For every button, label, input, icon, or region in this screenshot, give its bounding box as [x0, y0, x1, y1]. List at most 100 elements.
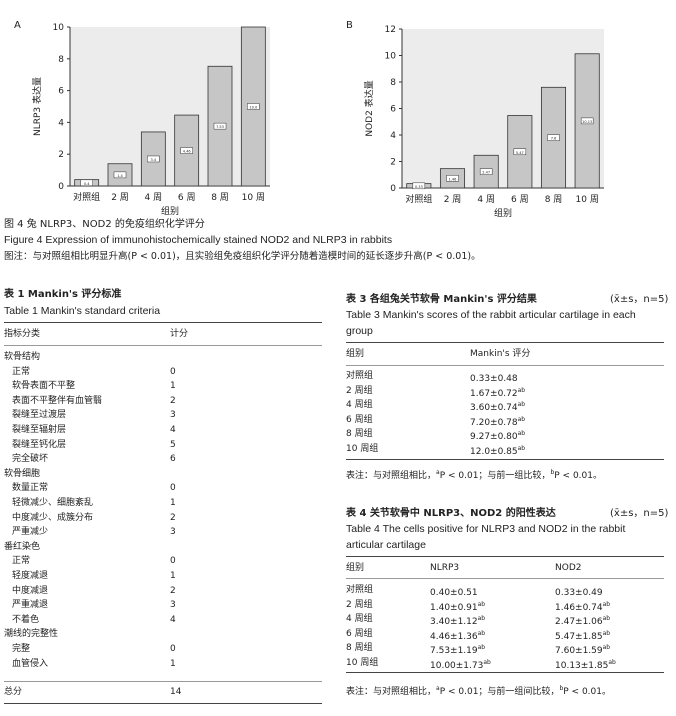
table1-criterion: 轻度减退 [12, 571, 49, 581]
table3-stat: (x̄±s，n=5) [610, 294, 669, 305]
table1-criterion: 软骨表面不平整 [12, 381, 76, 392]
chart-b-category-label-5: 10 周 [576, 194, 599, 205]
chart-a-category-label-2: 4 周 [145, 192, 163, 203]
panel-b-label: B [346, 20, 353, 31]
table1-header-category: 指标分类 [4, 329, 41, 339]
table1-score: 2 [170, 585, 176, 596]
table1-criterion: 不着色 [12, 614, 40, 625]
table1-criterion: 裂缝至辐射层 [12, 425, 67, 435]
chart-a-category-label-0: 对照组 [73, 191, 100, 203]
table3-header-score: Mankin's 评分 [470, 349, 531, 359]
chart-a-y-title: NLRP3 表达量 [31, 77, 43, 136]
table1-score: 1 [170, 381, 176, 392]
table1-score: 2 [170, 512, 176, 523]
chart-a-x-title: 组别 [161, 205, 179, 217]
table1-score: 1 [170, 498, 176, 508]
chart-a-bar-label-0: 0.4 [84, 182, 90, 186]
table1-criterion: 正常 [12, 366, 31, 377]
table1-criterion: 完整 [12, 644, 31, 654]
table3-title-cn: 表 3 各组兔关节软骨 Mankin's 评分结果 [346, 294, 537, 305]
table1-score: 4 [170, 425, 176, 435]
table4-nod2: 10.13±1.85ab [555, 659, 616, 671]
table3-score: 12.0±0.85ab [470, 445, 526, 457]
table1-criterion: 中度减退 [12, 585, 49, 596]
chart-a-category-label-4: 8 周 [211, 192, 229, 203]
table1-score: 0 [170, 644, 176, 654]
bar-chart-a: 0 2 4 6 8 10 0.4 对照组 1.4 2 周 3.4 4 周 4.46 6 周 7.53 8 周 1… [31, 23, 270, 217]
chart-a-category-label-1: 2 周 [111, 192, 129, 203]
table1-category: 软骨结构 [4, 352, 41, 362]
chart-a-bar-label-box-1 [113, 171, 127, 179]
table1-title-en: Table 1 Mankin's standard criteria [4, 305, 161, 317]
chart-b-x-title: 组别 [494, 207, 512, 219]
table4-header-group: 组别 [346, 563, 365, 573]
table1-score: 4 [170, 614, 176, 625]
table4-nod2: 1.46±0.74ab [555, 600, 611, 613]
chart-b-y-title: NOD2 表达量 [363, 80, 375, 136]
chart-a-bar-label-box-5 [247, 103, 260, 110]
figure-note: 图注：与对照组相比明显升高(P < 0.01)，且实验组免疫组织化学评分随着造模… [4, 251, 481, 262]
table4-group: 8 周组 [346, 643, 373, 654]
chart-b-category-label-4: 8 周 [545, 194, 563, 205]
table4-nlrp3: 10.00±1.73ab [430, 659, 491, 671]
chart-a-bar-label-1: 1.4 [117, 174, 123, 178]
chart-b-category-label-3: 6 周 [511, 194, 529, 205]
chart-b-bar-label-box-3 [513, 148, 527, 156]
table3-score: 3.60±0.74ab [470, 401, 526, 414]
chart-b-ytick-label-5: 10 [385, 52, 397, 62]
table3-group: 8 周组 [346, 429, 373, 440]
chart-a-bar-label-box-4 [213, 122, 227, 130]
table4-stat: (x̄±s，n=5) [610, 508, 669, 519]
table1-criterion: 血管侵入 [12, 658, 49, 669]
chart-b-category-label-0: 对照组 [405, 193, 432, 205]
chart-b-bar-label-box-0 [412, 182, 426, 190]
chart-a-bar-label-2: 3.4 [151, 158, 157, 162]
panel-a-label: A [14, 20, 21, 31]
table3-title-en-line1: Table 3 Mankin's scores of the rabbit ar… [346, 309, 636, 321]
chart-b-bar-label-5: 10.13 [582, 120, 592, 124]
table3-score: 1.67±0.72ab [470, 386, 526, 399]
table1-total-value: 14 [170, 687, 182, 697]
chart-b-ytick-label-2: 4 [390, 131, 396, 141]
chart-a-bar-label-box-0 [80, 179, 93, 187]
figure-caption-cn: 图 4 兔 NLRP3、NOD2 的免疫组织化学评分 [4, 219, 205, 230]
table1-category: 潮线的完整性 [4, 629, 59, 640]
table1-total-label: 总分 [4, 687, 23, 697]
table1-criterion: 完全破坏 [12, 454, 49, 465]
chart-a-bar-label-box-2 [147, 155, 160, 163]
table4-note: 表注：与对照组相比，aP < 0.01；与前一组间比较，bP < 0.01。 [346, 685, 611, 697]
table4-nod2: 0.33±0.49 [555, 588, 603, 598]
table1-criterion: 正常 [12, 556, 31, 567]
table1-score: 2 [170, 395, 176, 406]
table3-title-en-line2: group [346, 325, 373, 337]
chart-b-bar-label-box-4 [547, 134, 560, 141]
table3-score: 0.33±0.48 [470, 374, 518, 384]
table4-title-en-line1: Table 4 The cells positive for NLRP3 and… [346, 523, 626, 535]
chart-b-ytick-label-1: 2 [390, 158, 396, 168]
chart-b-bar-label-0: 0.33 [415, 185, 423, 189]
chart-a-bar-label-3: 4.46 [183, 150, 191, 154]
table1-title-cn: 表 1 Mankin's 评分标准 [4, 289, 122, 300]
table3-group: 4 周组 [346, 400, 373, 411]
table3-note: 表注：与对照组相比，aP < 0.01；与前一组比较，bP < 0.01。 [346, 469, 602, 481]
chart-b-bar-label-box-2 [479, 168, 493, 175]
chart-b-category-label-2: 4 周 [477, 194, 495, 205]
table4-header-nlrp3: NLRP3 [430, 563, 460, 573]
table1-criterion: 数量正常 [12, 483, 49, 494]
table4-header-nod2: NOD2 [555, 563, 582, 573]
chart-b-bar-label-box-5 [580, 117, 594, 125]
chart-a-ytick-label-2: 4 [58, 118, 64, 128]
table4-group: 6 周组 [346, 628, 373, 639]
table4-nlrp3: 4.46±1.36ab [430, 629, 486, 642]
table3-group: 6 周组 [346, 414, 373, 425]
table3-group: 对照组 [346, 371, 374, 381]
table4-nlrp3: 3.40±1.12ab [430, 615, 486, 628]
chart-b-bar-label-2: 2.47 [482, 171, 490, 175]
chart-a-bar-label-5: 10.0 [249, 106, 257, 110]
table1-criterion: 中度减少、成簇分布 [12, 512, 94, 523]
chart-a-ytick-label-4: 8 [58, 55, 64, 65]
table3-group: 2 周组 [346, 385, 373, 396]
table3-header-group: 组别 [346, 349, 365, 359]
table1-score: 0 [170, 366, 176, 377]
table1-criterion: 轻微减少、细胞紊乱 [12, 498, 94, 508]
